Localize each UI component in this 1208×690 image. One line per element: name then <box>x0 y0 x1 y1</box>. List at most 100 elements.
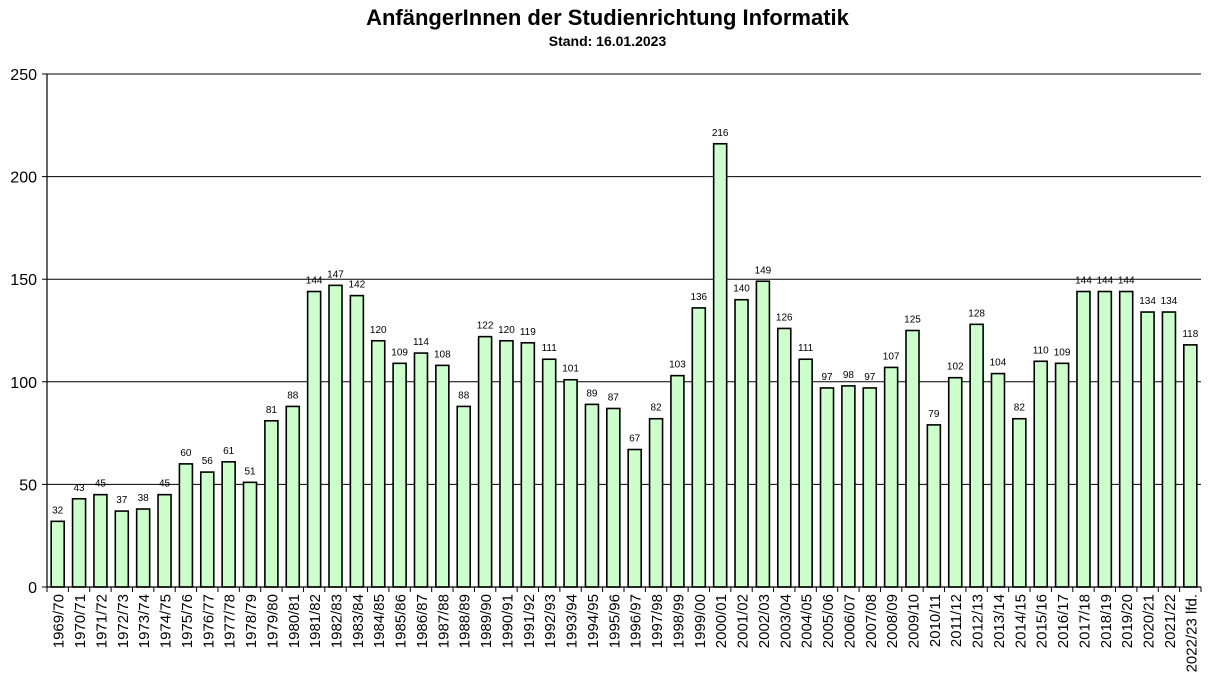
x-tick-label: 1984/85 <box>371 594 388 648</box>
data-label: 125 <box>904 315 921 326</box>
y-tick-label: 50 <box>19 477 37 494</box>
bar <box>755 280 771 588</box>
x-tick-label: 1973/74 <box>136 594 153 648</box>
bar <box>199 471 215 588</box>
data-label: 97 <box>821 372 833 383</box>
x-tick-label: 1980/81 <box>286 594 303 648</box>
x-tick-label: 1991/92 <box>521 594 538 648</box>
data-label: 120 <box>498 325 515 336</box>
bar <box>584 403 600 588</box>
x-tick-label: 1983/84 <box>350 594 367 648</box>
bar <box>819 387 835 588</box>
gridlines <box>47 73 1201 485</box>
data-label: 144 <box>1075 276 1092 287</box>
data-label: 109 <box>1054 347 1071 358</box>
bar <box>563 378 578 588</box>
x-tick-label: 1972/73 <box>115 594 132 648</box>
data-label: 110 <box>1033 345 1049 356</box>
data-label: 126 <box>776 312 793 323</box>
data-label: 56 <box>202 456 214 467</box>
data-label: 111 <box>798 343 814 354</box>
x-tick-label: 2022/23 lfd. <box>1183 594 1200 672</box>
bar <box>1076 290 1091 588</box>
bar <box>1097 290 1113 588</box>
x-tick-label: 2016/17 <box>1055 594 1072 648</box>
data-label: 120 <box>370 325 387 336</box>
bar <box>264 419 279 588</box>
data-label: 128 <box>968 308 985 319</box>
data-label: 144 <box>1118 276 1135 287</box>
data-label: 51 <box>244 466 256 477</box>
bar <box>776 327 792 588</box>
bar <box>606 407 621 588</box>
bar <box>905 329 920 588</box>
x-tick-label: 2014/15 <box>1012 594 1029 648</box>
x-tick-label: 1993/94 <box>564 594 581 648</box>
bar <box>841 385 856 588</box>
x-tick-label: 2021/22 <box>1162 594 1179 648</box>
data-label: 107 <box>883 351 900 362</box>
data-labels: 32 43 45 37 38 45 60 56 61 51 81 88 144 147 142 120 109 1… <box>52 128 1199 517</box>
bar <box>691 307 707 588</box>
x-tick-label: 1994/95 <box>585 594 602 648</box>
data-label: 43 <box>73 483 85 494</box>
bar <box>1183 344 1198 588</box>
bars <box>50 142 1198 588</box>
bar <box>499 339 514 588</box>
data-label: 60 <box>180 448 192 459</box>
bar <box>135 508 151 588</box>
x-tick-label: 2020/21 <box>1141 594 1158 648</box>
bar <box>392 362 407 588</box>
data-label: 134 <box>1161 296 1178 307</box>
x-tick-label: 1970/71 <box>72 594 89 648</box>
data-label: 82 <box>650 403 662 414</box>
x-tick-label: 1987/88 <box>435 594 452 648</box>
data-label: 216 <box>712 128 729 139</box>
x-tick-label: 2011/12 <box>948 594 965 647</box>
data-label: 118 <box>1182 329 1198 340</box>
x-tick-label: 2000/01 <box>713 594 730 648</box>
x-tick-label: 1971/72 <box>93 594 110 648</box>
bar <box>798 358 813 588</box>
bar <box>456 405 472 588</box>
bar <box>435 364 450 588</box>
x-tick-label: 2005/06 <box>820 594 837 648</box>
bar <box>71 497 87 588</box>
data-label: 89 <box>586 388 598 399</box>
bar <box>93 493 108 588</box>
x-tick-label: 1996/97 <box>628 594 645 648</box>
bar <box>477 335 493 588</box>
chart-title: AnfängerInnen der Studienrichtung Inform… <box>366 5 849 30</box>
x-tick-label: 1989/90 <box>478 594 495 648</box>
bar <box>285 405 301 588</box>
bar <box>883 366 899 588</box>
data-label: 88 <box>287 390 299 401</box>
x-tick-label: 1975/76 <box>179 594 196 648</box>
data-label: 67 <box>629 434 641 445</box>
chart-subtitle: Stand: 16.01.2023 <box>548 33 667 49</box>
bar <box>157 493 172 588</box>
data-label: 144 <box>306 276 323 287</box>
bar <box>349 294 365 588</box>
x-tick-label: 1986/87 <box>414 594 431 648</box>
data-label: 136 <box>690 292 707 303</box>
x-tick-label: 1974/75 <box>158 594 175 648</box>
x-tick-label: 2007/08 <box>863 594 880 648</box>
data-label: 81 <box>266 405 278 416</box>
data-label: 102 <box>947 362 964 373</box>
data-label: 103 <box>669 360 686 371</box>
x-tick-label: 2019/20 <box>1119 594 1136 648</box>
bar <box>520 342 536 588</box>
bar <box>178 463 194 588</box>
x-tick-label: 2017/18 <box>1076 594 1093 648</box>
data-label: 87 <box>608 392 620 403</box>
data-label: 97 <box>864 372 876 383</box>
x-tick-label: 2006/07 <box>841 594 858 648</box>
bar <box>947 376 963 588</box>
data-label: 45 <box>159 479 171 490</box>
x-tick-label: 1981/82 <box>307 594 324 648</box>
x-tick-label: 2004/05 <box>799 594 816 648</box>
data-label: 140 <box>733 284 750 295</box>
x-tick-label: 1988/89 <box>457 594 474 648</box>
x-tick-label: 2015/16 <box>1034 594 1051 648</box>
